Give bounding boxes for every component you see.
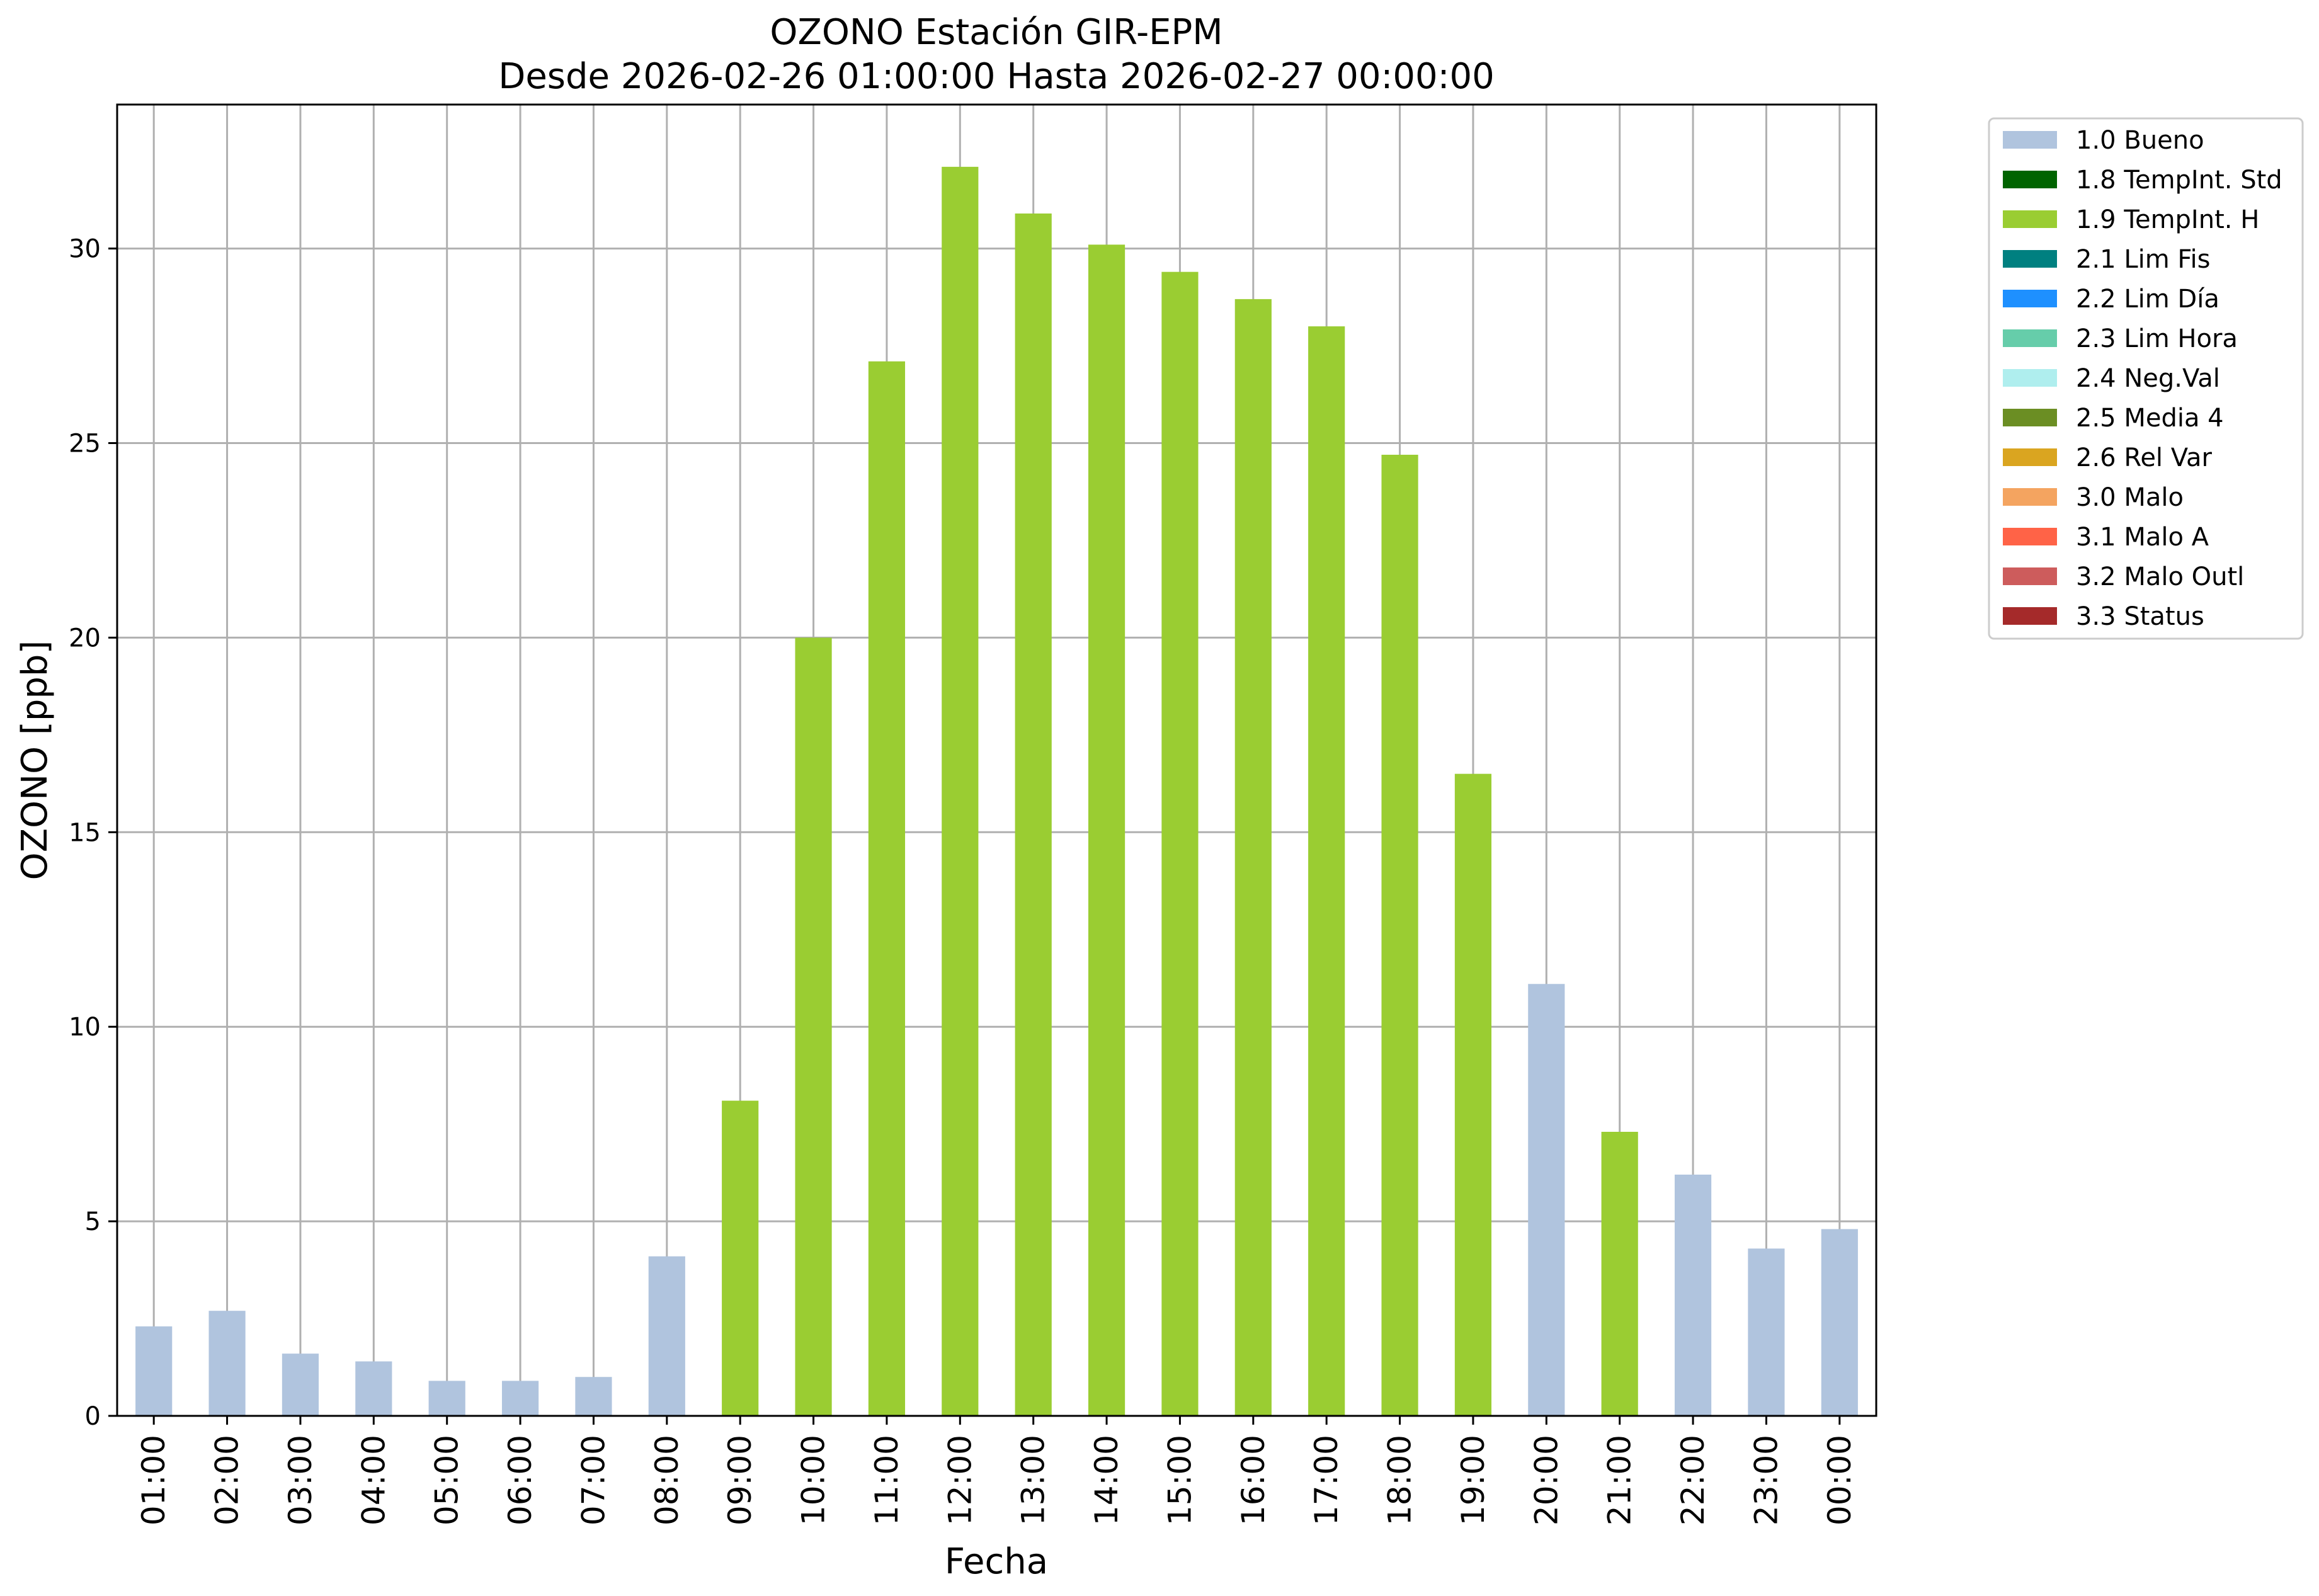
y-tick-label: 0 xyxy=(85,1402,101,1431)
chart-title: OZONO Estación GIR-EPM xyxy=(770,12,1222,53)
x-tick-label: 02:00 xyxy=(209,1435,246,1525)
bar-0100 xyxy=(135,1326,173,1416)
legend-label: 3.2 Malo Outl xyxy=(2076,562,2244,591)
x-tick-label: 00:00 xyxy=(1821,1435,1858,1525)
x-axis-label: Fecha xyxy=(945,1541,1048,1582)
x-tick-label: 07:00 xyxy=(575,1435,612,1525)
legend: 1.0 Bueno 1.8 TempInt. Std 1.9 TempInt. H 2… xyxy=(1988,117,2304,640)
y-tick-label: 10 xyxy=(69,1013,101,1042)
legend-swatch xyxy=(2003,171,2057,188)
bar-1100 xyxy=(868,361,906,1416)
legend-label: 3.1 Malo A xyxy=(2076,523,2209,552)
legend-swatch xyxy=(2003,290,2057,307)
x-tick-label: 18:00 xyxy=(1382,1435,1418,1525)
legend-label: 2.5 Media 4 xyxy=(2076,404,2224,433)
y-axis-label: OZONO [ppb] xyxy=(14,641,55,881)
bar-0600 xyxy=(501,1381,539,1416)
x-tick-label: 09:00 xyxy=(722,1435,758,1525)
legend-frame xyxy=(1988,117,2304,640)
legend-label: 2.2 Lim Día xyxy=(2076,285,2219,314)
chart-subtitle: Desde 2026-02-26 01:00:00 Hasta 2026-02-… xyxy=(498,56,1495,97)
legend-label: 2.6 Rel Var xyxy=(2076,443,2213,472)
bars-group xyxy=(135,166,1858,1416)
bar-0300 xyxy=(282,1354,319,1416)
plot-frame xyxy=(116,103,1877,1417)
x-tick-label: 21:00 xyxy=(1602,1435,1638,1525)
y-axis-ticks: 0 5 10 15 20 25 30 xyxy=(69,235,117,1431)
legend-label: 1.0 Bueno xyxy=(2076,126,2204,155)
x-tick-label: 03:00 xyxy=(282,1435,319,1525)
legend-swatch xyxy=(2003,488,2057,506)
x-axis-ticks: 01:00 02:00 03:00 04:00 05:00 06:00 07:00 08:00… xyxy=(135,1416,1858,1525)
bar-1800 xyxy=(1381,455,1418,1416)
legend-label: 2.3 Lim Hora xyxy=(2076,324,2238,353)
bar-2300 xyxy=(1748,1248,1785,1416)
bar-0800 xyxy=(648,1256,685,1416)
x-tick-label: 14:00 xyxy=(1088,1435,1125,1525)
x-tick-label: 11:00 xyxy=(869,1435,905,1525)
bar-0200 xyxy=(208,1311,246,1416)
legend-swatch xyxy=(2003,329,2057,347)
x-tick-label: 22:00 xyxy=(1675,1435,1711,1525)
legend-swatch xyxy=(2003,448,2057,466)
bar-0900 xyxy=(722,1100,759,1416)
x-tick-label: 15:00 xyxy=(1161,1435,1198,1525)
x-tick-label: 20:00 xyxy=(1528,1435,1564,1525)
y-tick-label: 5 xyxy=(85,1207,101,1236)
bar-1500 xyxy=(1161,271,1199,1416)
bar-2200 xyxy=(1674,1174,1712,1416)
legend-label: 2.4 Neg.Val xyxy=(2076,364,2220,393)
legend-swatch xyxy=(2003,607,2057,625)
bar-1600 xyxy=(1234,299,1272,1416)
x-tick-label: 23:00 xyxy=(1748,1435,1784,1525)
legend-label: 1.9 TempInt. H xyxy=(2076,205,2259,234)
legend-swatch xyxy=(2003,250,2057,268)
bar-1900 xyxy=(1454,773,1492,1416)
legend-swatch xyxy=(2003,210,2057,228)
legend-swatch xyxy=(2003,369,2057,387)
x-tick-label: 10:00 xyxy=(795,1435,832,1525)
x-tick-label: 01:00 xyxy=(135,1435,172,1525)
bar-0500 xyxy=(428,1381,465,1416)
y-tick-label: 30 xyxy=(69,235,101,264)
legend-swatch xyxy=(2003,528,2057,545)
legend-label: 1.8 TempInt. Std xyxy=(2076,166,2282,195)
bar-0700 xyxy=(575,1377,612,1416)
y-tick-label: 25 xyxy=(69,429,101,458)
legend-label: 3.3 Status xyxy=(2076,602,2204,631)
legend-label: 2.1 Lim Fis xyxy=(2076,245,2210,274)
bar-2000 xyxy=(1528,984,1565,1416)
y-tick-label: 20 xyxy=(69,624,101,653)
bar-2100 xyxy=(1601,1132,1638,1416)
x-tick-label: 16:00 xyxy=(1235,1435,1272,1525)
bar-1700 xyxy=(1308,326,1345,1416)
x-tick-label: 19:00 xyxy=(1455,1435,1491,1525)
bar-1200 xyxy=(942,166,979,1416)
x-tick-label: 05:00 xyxy=(429,1435,465,1525)
bar-1400 xyxy=(1088,244,1125,1416)
legend-items: 1.0 Bueno 1.8 TempInt. Std 1.9 TempInt. H 2… xyxy=(2003,126,2282,631)
bar-0400 xyxy=(355,1361,392,1416)
y-tick-label: 15 xyxy=(69,818,101,847)
x-tick-label: 13:00 xyxy=(1015,1435,1052,1525)
legend-swatch xyxy=(2003,409,2057,426)
x-tick-label: 08:00 xyxy=(649,1435,685,1525)
x-tick-label: 17:00 xyxy=(1308,1435,1345,1525)
legend-swatch xyxy=(2003,567,2057,585)
legend-label: 3.0 Malo xyxy=(2076,483,2184,512)
bar-0000 xyxy=(1821,1229,1858,1416)
x-tick-label: 06:00 xyxy=(502,1435,538,1525)
bar-1300 xyxy=(1015,213,1052,1416)
legend-swatch xyxy=(2003,131,2057,149)
bar-1000 xyxy=(795,637,832,1416)
x-tick-label: 04:00 xyxy=(355,1435,392,1525)
x-tick-label: 12:00 xyxy=(942,1435,978,1525)
